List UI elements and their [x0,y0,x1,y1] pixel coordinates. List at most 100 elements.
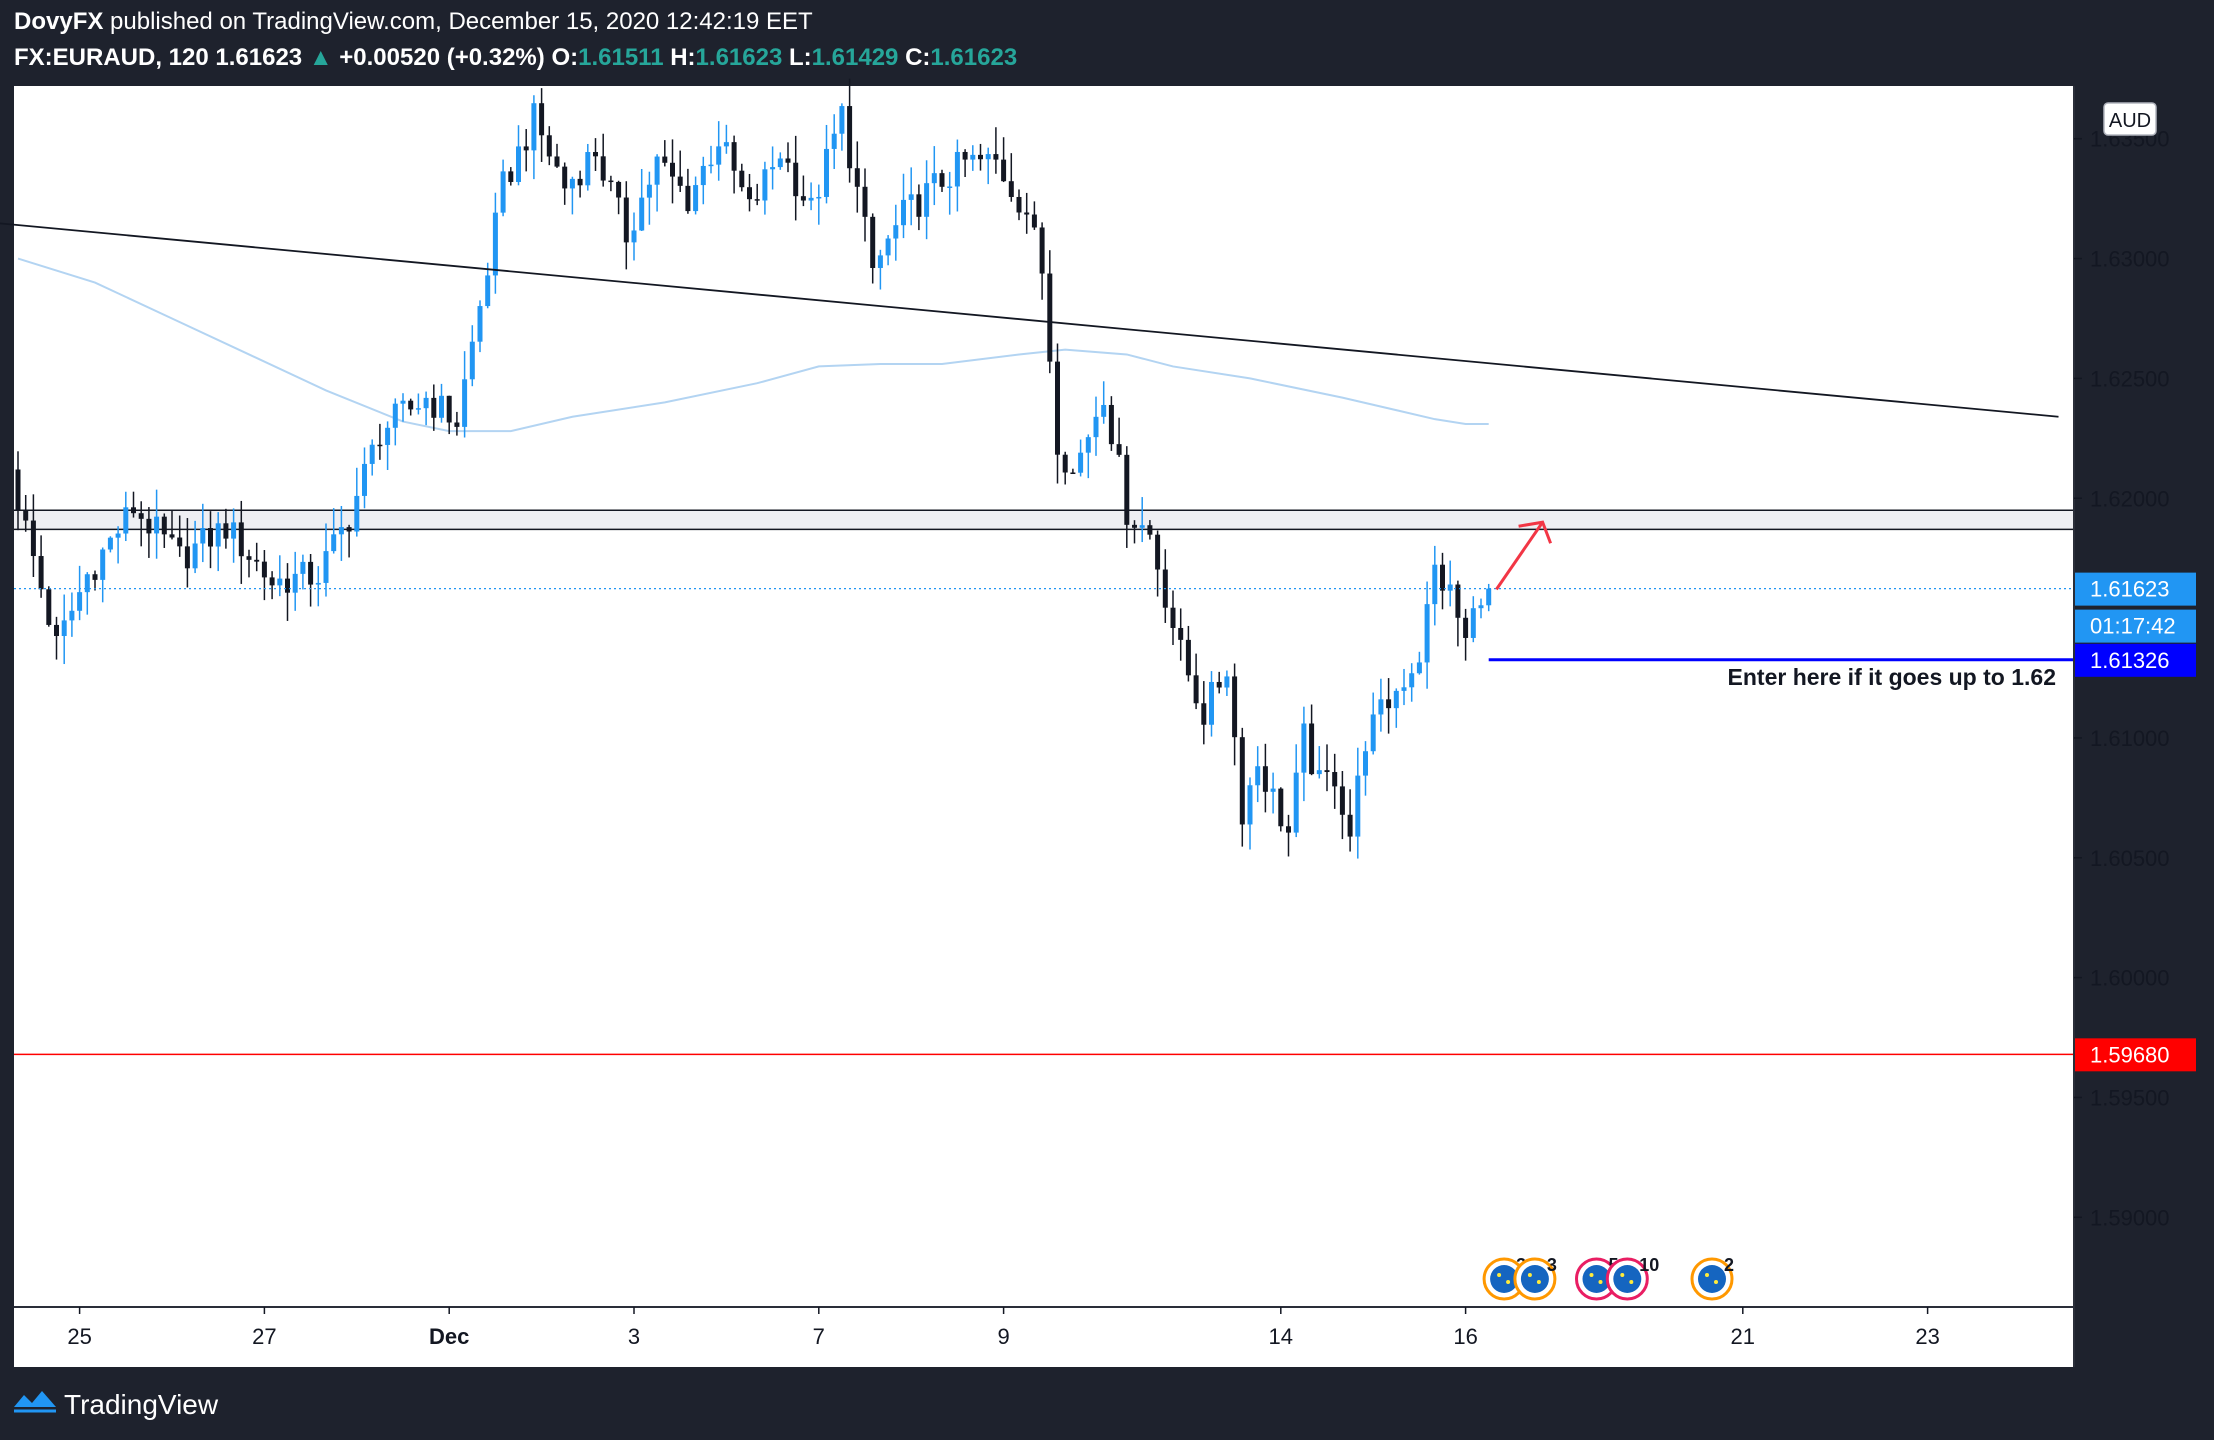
candle-body [1209,681,1214,725]
candle-body [546,135,552,157]
candle-body [893,225,899,239]
flag-icon [1490,1265,1519,1293]
tradingview-brand[interactable]: TradingView [64,1389,219,1420]
candle-body [770,167,776,170]
event-marker[interactable]: 3 [1513,1255,1557,1301]
candle [670,139,675,204]
candle [731,135,737,194]
red-arrow-shaft [1495,521,1544,591]
candle-body [985,154,991,160]
support-resistance-zone [14,509,2074,531]
event-marker[interactable]: 10 [1605,1255,1659,1301]
candle-body [654,156,660,185]
candle-body [693,185,699,212]
tradingview-logo-icon[interactable] [12,1385,58,1415]
trendline[interactable] [0,218,2059,418]
flag-icon [1582,1265,1611,1293]
plot-area[interactable] [0,78,2074,1306]
candle [1001,137,1007,183]
candle [61,594,67,665]
candle [1270,772,1276,814]
x-tick-label: 21 [1731,1324,1755,1349]
current-price-badge-box [2075,572,2196,606]
stop-price-badge[interactable]: 1.59680 [2075,1038,2196,1072]
candle-body [392,403,398,428]
time-axis[interactable]: 25 27 Dec 3 7 9 14 16 21 23 [67,1307,1940,1349]
candle-body [585,152,591,186]
economic-events[interactable]: 335102 [1482,1255,1734,1301]
candle-body [1008,181,1014,197]
candle [331,508,337,554]
candle [831,114,837,169]
candle [978,143,983,171]
flag-star [1705,1273,1709,1277]
candle-body [238,522,244,557]
candle-body [516,146,521,182]
candle [1355,747,1361,859]
candle [639,169,645,232]
candle [231,508,237,563]
event-marker[interactable]: 2 [1690,1255,1734,1301]
countdown-badge[interactable]: 01:17:42 [2075,609,2196,643]
candle-body [577,178,583,186]
candle [1016,189,1022,221]
candle [77,565,83,621]
candle [462,351,468,438]
candle-body [54,624,59,637]
candle-body [100,549,106,580]
author-name[interactable]: DovyFX [14,8,104,35]
candle-body [1363,751,1368,776]
candle-body [870,216,876,268]
candle-body [492,212,498,276]
candle-body [508,171,514,182]
candle [1347,789,1353,852]
candle-body [308,561,314,585]
candle [808,182,814,211]
candle [169,510,175,540]
candle-body [477,306,483,342]
flag-star [1629,1280,1634,1284]
candle-body [639,197,645,231]
candle-body [901,199,906,226]
candle [1486,583,1492,612]
currency-badge-box[interactable] [2103,102,2157,136]
candle [877,249,883,290]
x-tick-label: 23 [1915,1324,1939,1349]
entry-price-badge-label: 1.61326 [2090,648,2170,673]
entry-price-badge[interactable]: 1.61326 [2075,643,2196,677]
candle [839,103,845,151]
candle-body [762,169,768,201]
candle [1216,671,1222,694]
candle-body [924,183,930,217]
candle-body [469,341,475,380]
candle-body [1286,826,1291,833]
candle [1085,434,1091,479]
price-axis[interactable]: 1.635001.630001.625001.620001.610001.605… [2074,127,2170,1231]
candle [46,586,52,627]
candle [523,129,529,172]
currency-badge[interactable]: AUD [2103,102,2157,136]
candle-body [1170,607,1176,628]
current-price-badge[interactable]: 1.61623 [2075,572,2196,606]
moving-average-line[interactable] [17,257,1489,433]
y-tick-label: 1.63000 [2090,247,2170,272]
candle-body [631,230,637,243]
symbol-label[interactable]: FX:EURAUD, 120 [14,44,209,71]
candle [1324,744,1330,792]
candle [1463,608,1469,661]
candle-body [1270,788,1276,792]
candle-body [1070,472,1076,475]
low-value: 1.61429 [811,44,899,71]
candle [546,126,552,166]
candle-body [1247,785,1253,825]
candle-body [500,171,506,213]
plot-background[interactable] [14,86,2074,1306]
candle [446,395,452,435]
candle [408,398,414,416]
candle [1193,653,1199,710]
candle-body [1262,766,1268,792]
candle [1401,668,1407,706]
candle-body [1432,564,1438,605]
candle-body [1370,714,1376,752]
